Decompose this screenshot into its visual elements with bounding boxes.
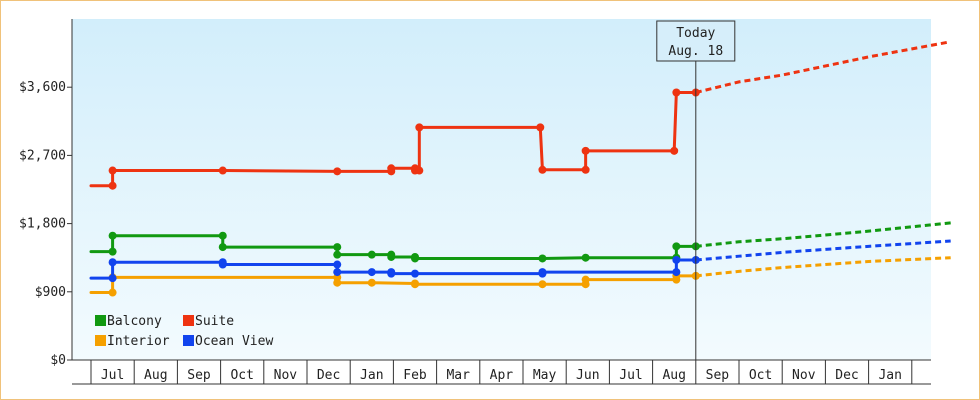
data-point-suite (415, 166, 424, 175)
forecast-line-suite (695, 40, 951, 94)
x-tick-label: Jan (878, 368, 901, 383)
data-point-balcony (218, 243, 227, 252)
data-point-suite (672, 88, 681, 97)
forecast-line-ocean-view (695, 239, 951, 262)
x-tick-label: Nov (792, 368, 816, 383)
legend-label-balcony: Balcony (107, 314, 162, 329)
data-point-balcony (387, 252, 396, 261)
data-point-suite (108, 181, 117, 190)
x-tick-label: Aug (144, 368, 167, 383)
data-point-suite (538, 165, 547, 174)
data-point-suite (387, 164, 396, 173)
x-tick-label: Nov (274, 368, 298, 383)
data-point-balcony (538, 254, 547, 263)
today-label: Today (676, 26, 715, 41)
x-tick-label: Jan (360, 368, 383, 383)
data-point-suite (415, 123, 424, 132)
data-point-balcony (411, 254, 419, 263)
x-tick-label: Dec (835, 368, 858, 383)
data-point-suite (581, 146, 590, 155)
data-point-suite (218, 166, 227, 175)
data-point-balcony (367, 250, 376, 259)
data-point-ocean-view (411, 269, 419, 278)
legend-swatch-suite (183, 315, 194, 326)
data-point-suite (536, 123, 545, 132)
x-tick-label: Mar (446, 368, 470, 383)
data-point-balcony (333, 250, 342, 259)
legend-swatch-ocean-view (183, 335, 194, 346)
x-tick-label: Jul (101, 368, 124, 383)
legend-label-ocean-view: Ocean View (195, 334, 273, 349)
legend-swatch-balcony (95, 315, 106, 326)
data-point-ocean-view (538, 268, 547, 277)
data-point-suite (333, 167, 342, 176)
data-point-balcony (218, 231, 227, 240)
data-point-ocean-view (672, 268, 681, 277)
y-tick-label: $1,800 (19, 217, 66, 232)
x-tick-label: Aug (662, 368, 685, 383)
data-point-interior (538, 280, 547, 289)
forecast-line-balcony (695, 221, 951, 248)
data-point-suite (108, 166, 117, 175)
data-point-ocean-view (333, 268, 342, 277)
forecast-line-interior (695, 256, 951, 278)
y-tick-label: $0 (50, 353, 66, 368)
y-tick-label: $2,700 (19, 148, 66, 163)
legend-label-interior: Interior (107, 334, 170, 349)
data-point-balcony (108, 247, 117, 256)
plot-background (72, 19, 931, 360)
data-point-balcony (108, 231, 117, 240)
x-tick-label: Oct (230, 368, 253, 383)
x-tick-label: Apr (490, 368, 514, 383)
data-point-balcony (581, 253, 590, 262)
data-point-suite (670, 146, 679, 155)
y-tick-label: $3,600 (19, 80, 66, 95)
data-point-ocean-view (108, 274, 117, 283)
today-date: Aug. 18 (668, 44, 723, 59)
data-point-ocean-view (108, 258, 117, 267)
data-point-interior (108, 288, 117, 297)
data-point-interior (411, 280, 419, 289)
x-tick-label: Dec (317, 368, 340, 383)
data-point-balcony (672, 242, 681, 251)
x-tick-label: Jul (619, 368, 642, 383)
x-tick-label: May (533, 368, 557, 383)
data-point-ocean-view (387, 269, 396, 278)
x-tick-label: Jun (576, 368, 599, 383)
data-point-interior (333, 278, 342, 287)
legend-label-suite: Suite (195, 314, 234, 329)
data-point-ocean-view (367, 268, 376, 277)
x-tick-label: Sep (706, 368, 730, 383)
data-point-ocean-view (333, 260, 342, 269)
data-point-suite (581, 165, 590, 174)
x-tick-label: Sep (187, 368, 211, 383)
data-point-balcony (333, 243, 342, 252)
data-point-ocean-view (218, 260, 227, 269)
y-tick-label: $900 (35, 285, 66, 300)
series-line-ocean-view (89, 258, 698, 280)
data-point-ocean-view (672, 255, 681, 264)
x-tick-label: Oct (749, 368, 772, 383)
legend-swatch-interior (95, 335, 106, 346)
data-point-interior (581, 275, 590, 284)
x-tick-label: Feb (403, 368, 427, 383)
today-box (656, 20, 736, 62)
data-point-interior (367, 278, 376, 287)
